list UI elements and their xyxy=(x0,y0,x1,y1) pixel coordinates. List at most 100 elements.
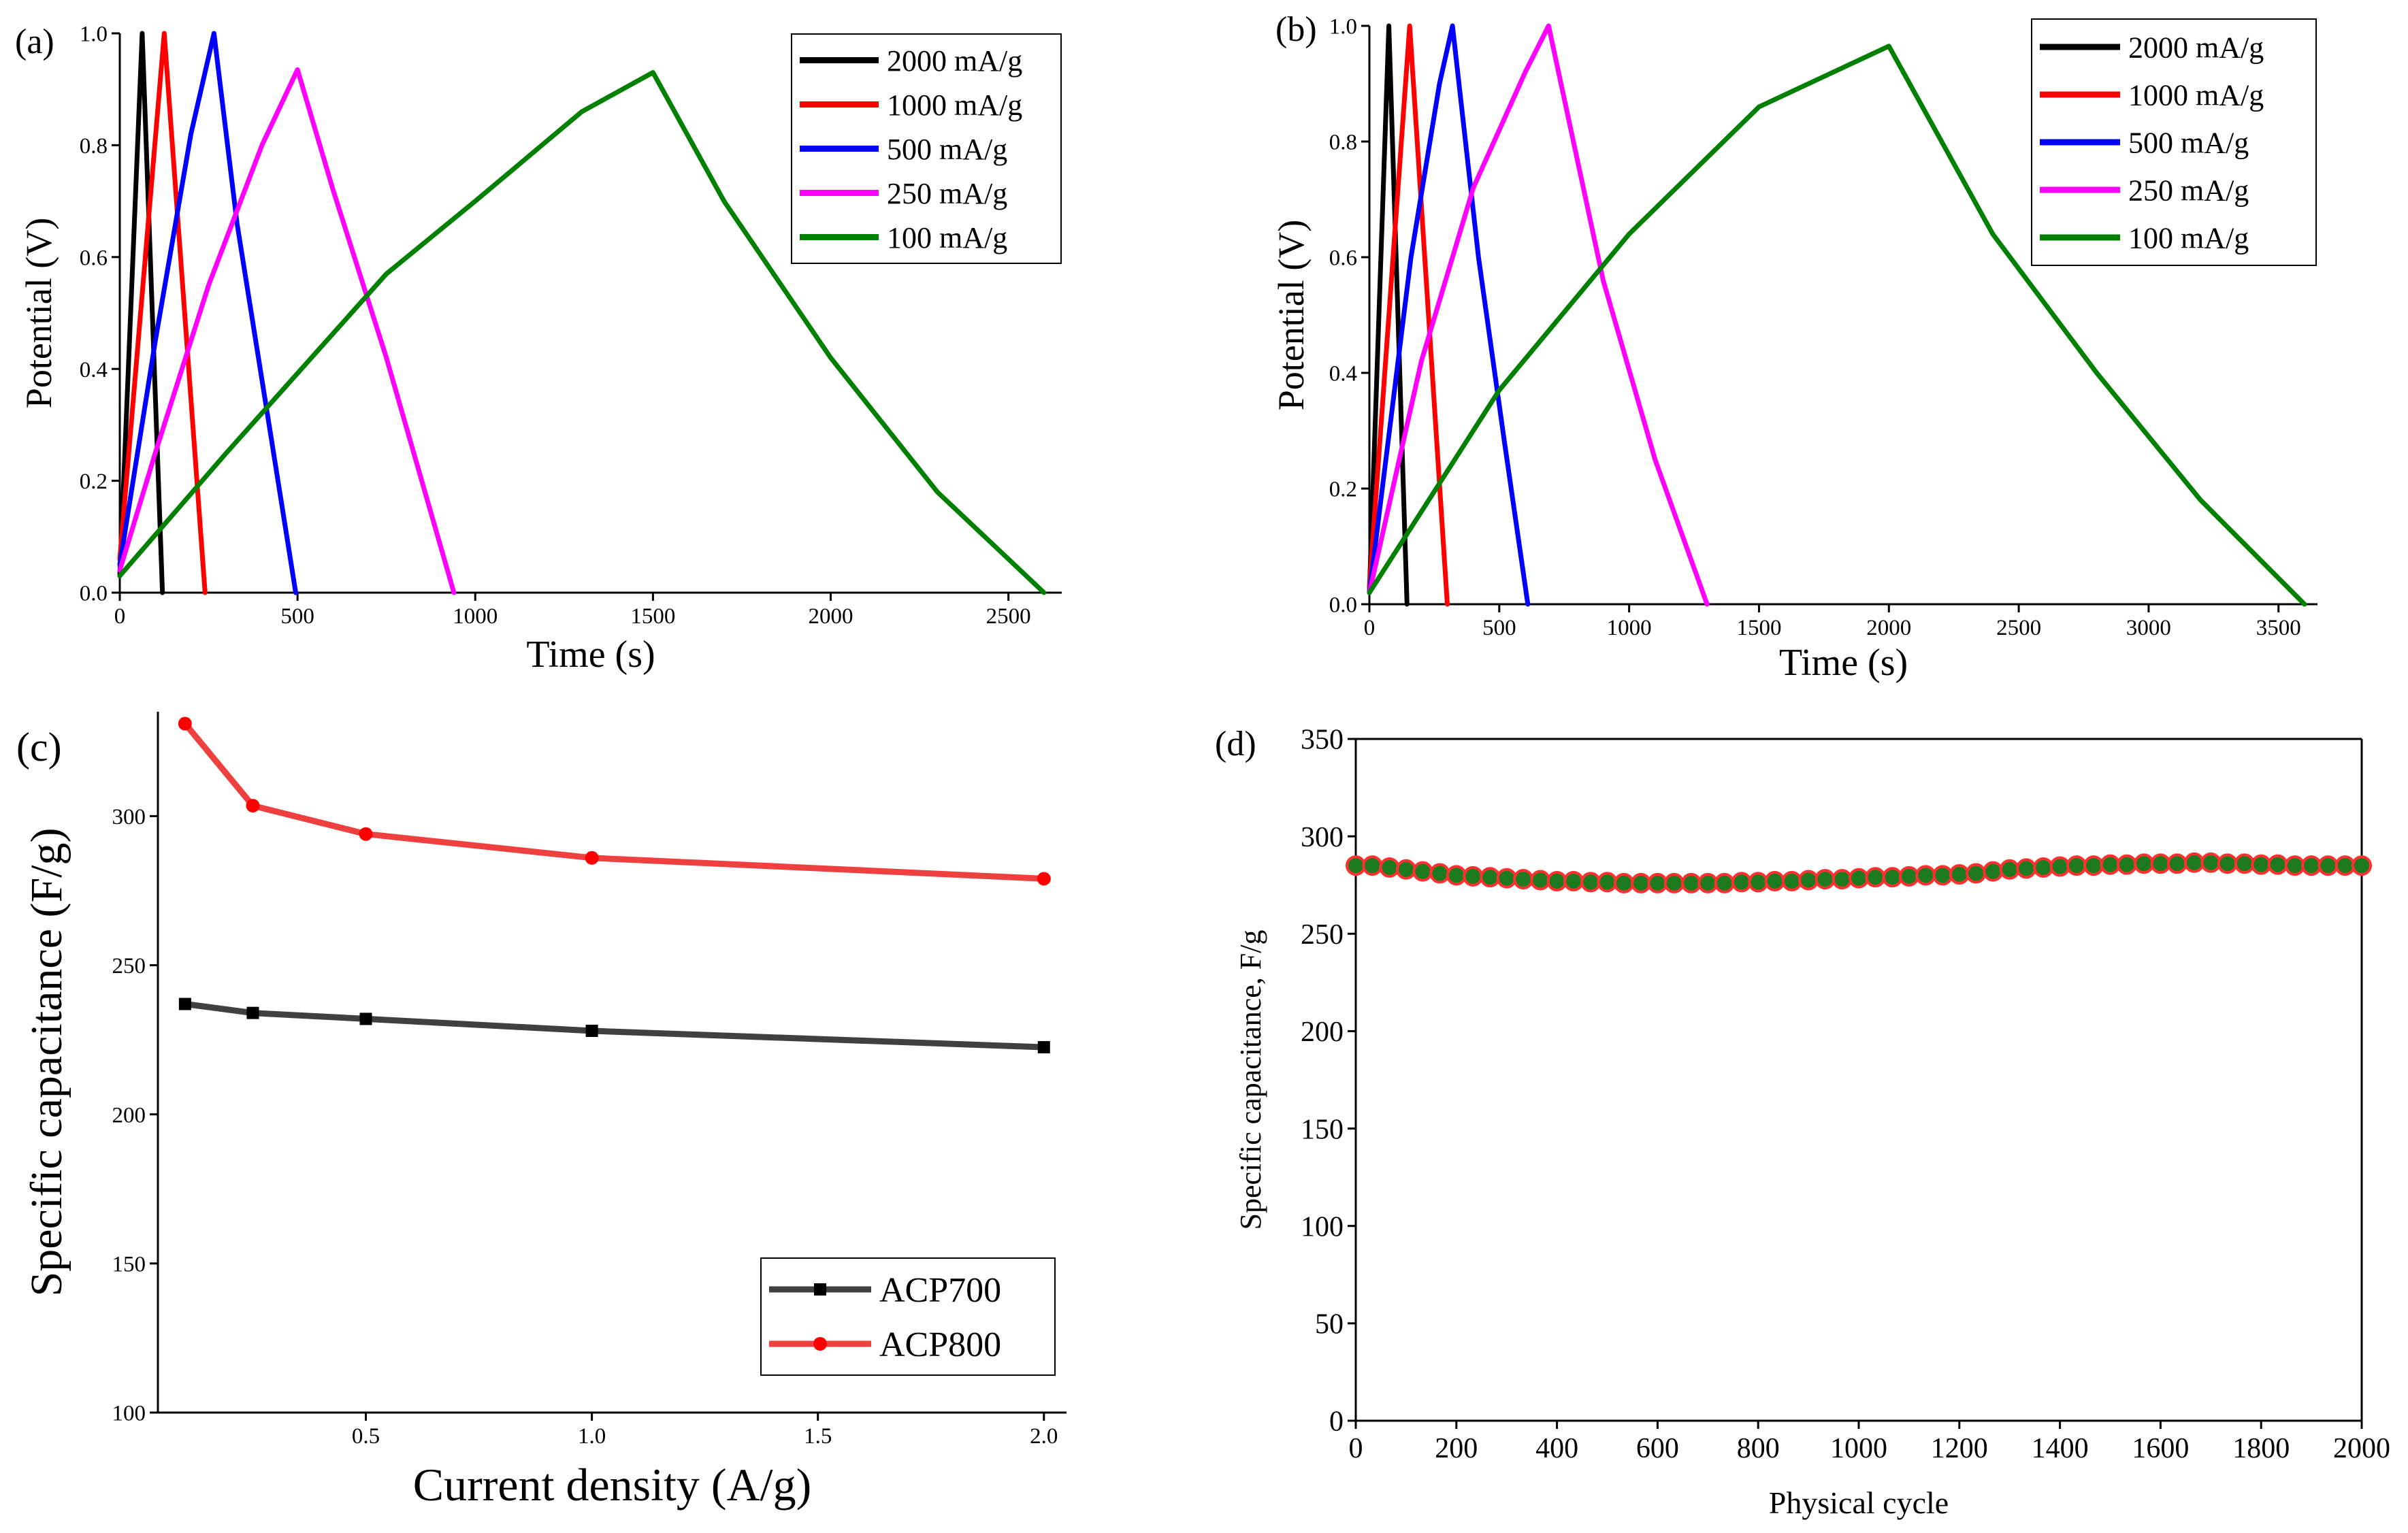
y-tick-label: 0.4 xyxy=(1329,362,1357,386)
legend-label: 250 mA/g xyxy=(887,177,1007,210)
data-point xyxy=(1037,872,1051,886)
data-point xyxy=(1949,863,1970,885)
x-tick-label: 2500 xyxy=(1996,616,2041,640)
legend-label: ACP800 xyxy=(879,1325,1001,1364)
x-axis-label: Time (s) xyxy=(526,633,655,676)
x-tick-label: 1000 xyxy=(1830,1433,1887,1464)
y-tick-label: 100 xyxy=(112,1402,146,1426)
data-point xyxy=(2200,852,2222,873)
chart-panel-b: (b) 0 500 1000 1500 2000 2500 3000 3500 0.0 0.2 0.4… xyxy=(1271,10,2317,684)
legend: ACP700 ACP800 xyxy=(760,1257,1056,1376)
series-line xyxy=(117,31,298,595)
series-line xyxy=(117,31,165,595)
data-point xyxy=(246,799,260,813)
legend-label: 250 mA/g xyxy=(2128,174,2249,207)
legend-label: ACP700 xyxy=(879,1271,1001,1310)
x-tick-label: 0 xyxy=(1364,616,1376,640)
data-point xyxy=(2301,855,2322,876)
data-point xyxy=(1580,872,1601,893)
data-point xyxy=(1597,872,1618,893)
series-line xyxy=(117,70,1047,595)
data-point xyxy=(1999,859,2020,880)
panel-label: (d) xyxy=(1215,725,1256,763)
chart-panel-c: (c) 0.5 1.0 1.5 2.0 100 150 200 250 300 Current de… xyxy=(16,712,1067,1511)
y-tick-label: 0.4 xyxy=(80,358,108,382)
data-point xyxy=(1663,872,1685,893)
y-tick-label: 350 xyxy=(1301,725,1344,756)
x-tick-label: 800 xyxy=(1737,1433,1780,1464)
data-point xyxy=(178,998,191,1010)
panel-label: (b) xyxy=(1275,10,1317,49)
x-tick-label: 600 xyxy=(1636,1433,1679,1464)
y-tick-label: 0.6 xyxy=(1329,246,1357,271)
data-point xyxy=(1731,872,1752,893)
y-tick-label: 0.0 xyxy=(80,582,108,606)
panel-label: (a) xyxy=(15,22,54,61)
series-1 xyxy=(117,31,208,595)
series-1 xyxy=(1367,23,1450,607)
series-line xyxy=(1367,44,2307,607)
legend-label: 1000 mA/g xyxy=(887,88,1022,122)
legend-label: 500 mA/g xyxy=(2128,126,2249,159)
legend-label: 100 mA/g xyxy=(2128,221,2249,254)
y-tick-label: 0.8 xyxy=(1329,131,1357,155)
x-tick-label: 1000 xyxy=(1607,616,1652,640)
data-point xyxy=(1832,869,1853,890)
data-point xyxy=(1563,870,1584,891)
data-point xyxy=(359,827,373,841)
series-4 xyxy=(1367,44,2307,607)
x-tick-label: 400 xyxy=(1535,1433,1578,1464)
data-point xyxy=(1680,872,1702,893)
x-axis-label: Physical cycle xyxy=(1769,1485,1949,1520)
legend-label: 2000 mA/g xyxy=(887,44,1022,78)
x-tick-label: 200 xyxy=(1435,1433,1478,1464)
legend: 2000 mA/g 1000 mA/g 500 mA/g 250 mA/g 100 mA… xyxy=(2031,18,2317,266)
data-point xyxy=(1530,870,1551,891)
y-tick-label: 0.6 xyxy=(80,246,108,270)
chart-panel-a: (a) 0 500 1000 1500 2000 2500 0.0 0.2 0.4 0.6 0.8 1.… xyxy=(15,22,1062,676)
series-3 xyxy=(117,67,457,595)
x-tick-label: 2000 xyxy=(2333,1433,2390,1464)
x-tick-label: 500 xyxy=(1482,616,1516,640)
y-tick-label: 200 xyxy=(112,1103,146,1127)
series-4 xyxy=(117,70,1047,595)
series-line xyxy=(1367,23,1531,607)
series-line xyxy=(1367,23,1410,607)
data-point xyxy=(2083,855,2104,876)
x-tick-label: 1600 xyxy=(2132,1433,2189,1464)
legend-label: 500 mA/g xyxy=(887,133,1007,166)
series-2 xyxy=(117,31,298,595)
legend-marker xyxy=(814,1283,826,1296)
x-tick-label: 3500 xyxy=(2256,616,2301,640)
series-line xyxy=(182,1001,1047,1051)
y-tick-label: 250 xyxy=(1301,919,1344,951)
y-tick-label: 300 xyxy=(1301,822,1344,853)
data-point xyxy=(1983,861,2004,882)
y-tick-label: 150 xyxy=(112,1252,146,1276)
y-tick-label: 250 xyxy=(112,954,146,978)
data-point xyxy=(2134,853,2155,874)
legend-label: 1000 mA/g xyxy=(2128,78,2264,112)
x-tick-label: 500 xyxy=(280,604,314,629)
series-0 xyxy=(1346,852,2372,893)
legend-box xyxy=(760,1257,1056,1376)
legend: 2000 mA/g 1000 mA/g 500 mA/g 250 mA/g 100 mA… xyxy=(791,33,1062,264)
x-tick-label: 1200 xyxy=(1931,1433,1988,1464)
y-tick-label: 300 xyxy=(112,805,146,829)
data-point xyxy=(1412,861,1433,882)
data-point xyxy=(1463,866,1484,887)
y-tick-label: 0.2 xyxy=(1329,478,1357,502)
data-point xyxy=(1781,870,1802,891)
data-point xyxy=(1546,870,1567,891)
data-point xyxy=(2267,854,2288,875)
data-point xyxy=(2100,854,2121,875)
data-point xyxy=(2016,858,2037,879)
data-point xyxy=(1798,870,1819,891)
data-point xyxy=(2251,854,2272,875)
y-tick-label: 150 xyxy=(1301,1114,1344,1145)
data-point xyxy=(1362,855,1383,876)
x-tick-label: 1.0 xyxy=(578,1424,606,1449)
data-point xyxy=(1898,866,1919,887)
data-point xyxy=(2217,853,2238,874)
